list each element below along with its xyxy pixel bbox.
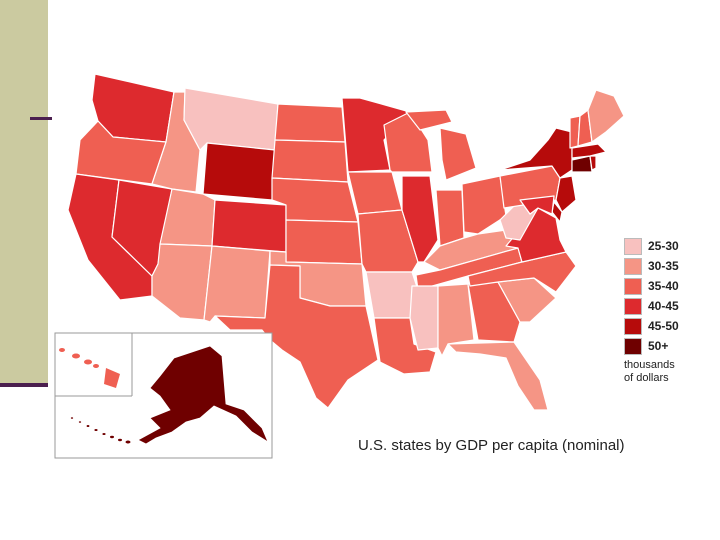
map-caption-main: U.S. states by GDP per capita bbox=[358, 437, 558, 454]
state-iowa bbox=[347, 171, 403, 215]
legend-unit: thousands of dollars bbox=[624, 359, 704, 385]
state-ohio bbox=[461, 175, 507, 235]
state-montana bbox=[183, 87, 279, 151]
state-indiana bbox=[435, 189, 465, 247]
alaska-islands bbox=[70, 417, 131, 444]
legend-swatch-45-50 bbox=[624, 317, 642, 335]
legend-item: 35-40 bbox=[624, 276, 704, 296]
map-caption: U.S. states by GDP per capita (nominal) bbox=[358, 437, 625, 454]
legend-swatch-30-35 bbox=[624, 257, 642, 275]
legend-swatch-35-40 bbox=[624, 277, 642, 295]
legend-label: 40-45 bbox=[648, 299, 679, 313]
legend-label: 45-50 bbox=[648, 319, 679, 333]
map-legend: 25-30 30-35 35-40 40-45 45-50 50+ thousa… bbox=[624, 236, 704, 385]
state-new-mexico bbox=[203, 245, 271, 323]
state-florida bbox=[447, 341, 549, 411]
legend-item: 40-45 bbox=[624, 296, 704, 316]
slide-accent-line bbox=[0, 383, 48, 387]
state-maine bbox=[587, 89, 625, 143]
state-maryland bbox=[519, 195, 555, 215]
map-caption-paren: (nominal) bbox=[557, 437, 625, 454]
legend-item: 50+ bbox=[624, 336, 704, 356]
legend-swatch-50-plus bbox=[624, 337, 642, 355]
legend-label: 35-40 bbox=[648, 279, 679, 293]
state-new-jersey bbox=[555, 175, 577, 213]
state-north-dakota bbox=[274, 103, 346, 143]
state-alaska bbox=[137, 345, 269, 445]
state-colorado bbox=[211, 199, 287, 253]
state-massachusetts bbox=[571, 143, 607, 159]
legend-label: 30-35 bbox=[648, 259, 679, 273]
legend-swatch-40-45 bbox=[624, 297, 642, 315]
state-arizona bbox=[151, 243, 213, 321]
state-kansas bbox=[285, 219, 363, 265]
slide-side-band bbox=[0, 0, 48, 383]
state-connecticut bbox=[571, 155, 593, 173]
legend-item: 25-30 bbox=[624, 236, 704, 256]
state-south-dakota bbox=[271, 139, 349, 183]
state-hawaii bbox=[59, 348, 120, 388]
legend-label: 50+ bbox=[648, 339, 669, 353]
slide-accent-dash bbox=[30, 117, 52, 120]
state-rhode-island bbox=[589, 155, 597, 171]
legend-item: 30-35 bbox=[624, 256, 704, 276]
legend-unit-line2: of dollars bbox=[624, 372, 669, 384]
state-mississippi bbox=[409, 285, 439, 351]
state-michigan bbox=[439, 127, 477, 181]
legend-item: 45-50 bbox=[624, 316, 704, 336]
state-wyoming bbox=[202, 142, 276, 201]
legend-swatch-25-30 bbox=[624, 237, 642, 255]
legend-label: 25-30 bbox=[648, 239, 679, 253]
state-michigan-up bbox=[405, 109, 453, 131]
state-texas bbox=[214, 264, 379, 409]
legend-unit-line1: thousands bbox=[624, 359, 675, 371]
